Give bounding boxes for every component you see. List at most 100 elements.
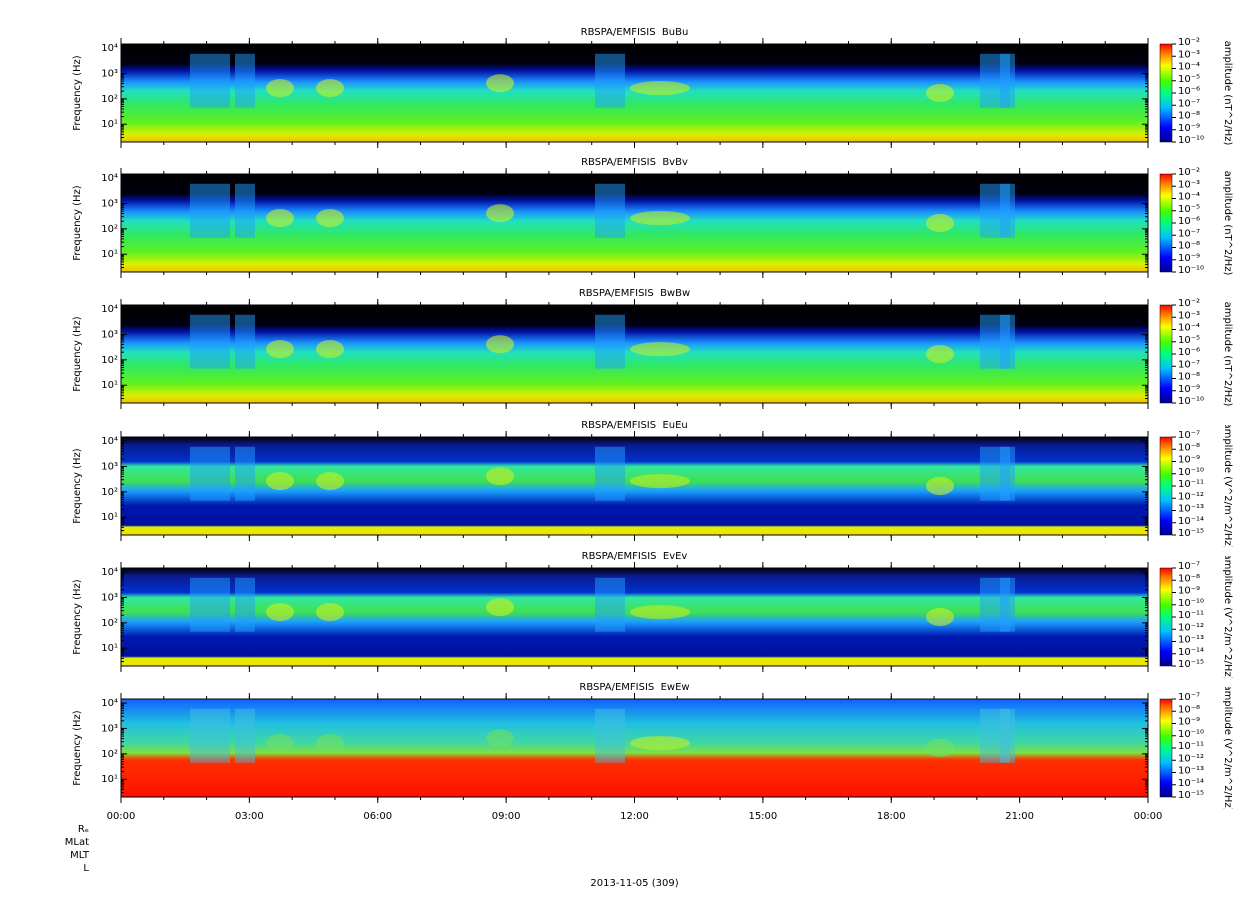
ephemeris-label: MLat xyxy=(65,837,89,848)
y-tick-label: 10³ xyxy=(101,198,118,209)
emission-streak xyxy=(1000,183,1015,238)
colorbar-label: amplitude (nT^2/Hz) xyxy=(1222,171,1233,276)
emission-blob xyxy=(486,467,514,486)
spectrogram-image xyxy=(121,305,1148,403)
colorbar-tick-label: 10⁻¹⁰ xyxy=(1178,598,1204,609)
colorbar-tick-label: 10⁻⁹ xyxy=(1178,455,1200,466)
y-tick-label: 10² xyxy=(101,224,118,235)
spectrogram-image xyxy=(121,699,1148,797)
colorbar-tick-label: 10⁻¹³ xyxy=(1178,504,1204,515)
colorbar-tick-label: 10⁻³ xyxy=(1178,49,1200,60)
colorbar-label: amplitude (nT^2/Hz) xyxy=(1222,302,1233,407)
y-tick-label: 10¹ xyxy=(101,249,118,260)
colorbar-tick-label: 10⁻⁷ xyxy=(1178,98,1200,109)
y-tick-label: 10¹ xyxy=(101,643,118,654)
emission-streak xyxy=(1000,446,1015,501)
colorbar-tick-label: 10⁻⁷ xyxy=(1178,359,1200,370)
chorus-band xyxy=(630,736,690,751)
x-axis-label: 2013-11-05 (309) xyxy=(590,878,678,889)
colorbar-tick-label: 10⁻¹⁴ xyxy=(1178,647,1204,658)
emission-blob xyxy=(316,734,344,753)
ephemeris-label: Rₑ xyxy=(78,824,89,835)
emission-streak xyxy=(190,708,230,763)
chorus-band xyxy=(630,474,690,489)
colorbar-tick-label: 10⁻¹¹ xyxy=(1178,741,1204,752)
y-tick-label: 10¹ xyxy=(101,380,118,391)
x-tick-label: 00:00 xyxy=(107,811,136,822)
emission-blob xyxy=(266,79,294,98)
colorbar-tick-label: 10⁻⁷ xyxy=(1178,228,1200,239)
colorbar-tick-label: 10⁻⁹ xyxy=(1178,384,1200,395)
colorbar xyxy=(1159,304,1173,404)
y-tick-label: 10² xyxy=(101,749,118,760)
emission-blob xyxy=(266,603,294,622)
y-axis-label: Frequency (Hz) xyxy=(72,579,83,655)
colorbar-label: amplitude (nT^2/Hz) xyxy=(1222,41,1233,146)
colorbar-tick-label: 10⁻⁹ xyxy=(1178,253,1200,264)
colorbar-tick-label: 10⁻¹⁰ xyxy=(1178,467,1204,478)
emission-streak xyxy=(235,183,255,238)
emission-blob xyxy=(486,598,514,617)
y-tick-label: 10⁴ xyxy=(101,43,118,54)
colorbar-tick-label: 10⁻⁹ xyxy=(1178,717,1200,728)
x-tick-label: 21:00 xyxy=(1005,811,1034,822)
emission-streak xyxy=(190,446,230,501)
y-tick-label: 10² xyxy=(101,94,118,105)
x-tick-label: 15:00 xyxy=(748,811,777,822)
emission-blob xyxy=(926,608,954,626)
emission-blob xyxy=(316,209,344,228)
x-tick-label: 06:00 xyxy=(363,811,392,822)
colorbar xyxy=(1159,436,1173,536)
colorbar-tick-label: 10⁻⁵ xyxy=(1178,204,1200,215)
colorbar-label-group: amplitude (nT^2/Hz) xyxy=(1222,302,1233,407)
colorbar-tick-label: 10⁻⁴ xyxy=(1178,192,1200,203)
colorbar xyxy=(1159,567,1173,667)
x-tick-label: 12:00 xyxy=(620,811,649,822)
emission-streak xyxy=(235,446,255,501)
panel-title: RBSPA/EMFISIS BuBu xyxy=(581,27,689,38)
colorbar-tick-label: 10⁻⁹ xyxy=(1178,586,1200,597)
colorbar-tick-label: 10⁻² xyxy=(1178,298,1200,309)
spectrogram-image xyxy=(121,174,1148,272)
emission-blob xyxy=(926,739,954,757)
y-axis-label: Frequency (Hz) xyxy=(72,316,83,392)
colorbar-tick-label: 10⁻¹³ xyxy=(1178,635,1204,646)
ephemeris-label: MLT xyxy=(70,850,90,861)
colorbar-tick-label: 10⁻¹¹ xyxy=(1178,479,1204,490)
colorbar-label-group: amplitude (nT^2/Hz) xyxy=(1222,171,1233,276)
panel-title: RBSPA/EMFISIS BwBw xyxy=(579,288,690,299)
y-tick-label: 10¹ xyxy=(101,119,118,130)
y-tick-label: 10⁴ xyxy=(101,436,118,447)
emission-blob xyxy=(266,734,294,753)
spectrogram-band xyxy=(121,568,1148,666)
emission-blob xyxy=(486,729,514,748)
colorbar-tick-label: 10⁻⁸ xyxy=(1178,372,1200,383)
emission-streak xyxy=(190,314,230,369)
spectrogram-band xyxy=(121,174,1148,272)
y-tick-label: 10⁴ xyxy=(101,173,118,184)
panel-title: RBSPA/EMFISIS EuEu xyxy=(581,420,688,431)
colorbar-tick-label: 10⁻¹² xyxy=(1178,622,1204,633)
colorbar-tick-label: 10⁻¹⁴ xyxy=(1178,778,1204,789)
emission-blob xyxy=(266,472,294,491)
emission-blob xyxy=(316,603,344,622)
colorbar-tick-label: 10⁻¹¹ xyxy=(1178,610,1204,621)
colorbar-label-group: amplitude (nT^2/Hz) xyxy=(1222,41,1233,146)
emission-streak xyxy=(1000,53,1015,108)
emission-blob xyxy=(316,79,344,98)
ephemeris-label: L xyxy=(83,863,89,874)
colorbar xyxy=(1159,43,1173,143)
colorbar xyxy=(1159,173,1173,273)
spectrogram-image xyxy=(121,568,1148,666)
emission-streak xyxy=(595,53,625,108)
emission-streak xyxy=(1000,314,1015,369)
chorus-band xyxy=(630,605,690,620)
colorbar-tick-label: 10⁻⁹ xyxy=(1178,123,1200,134)
colorbar-tick-label: 10⁻⁸ xyxy=(1178,573,1200,584)
chorus-band xyxy=(630,81,690,96)
colorbar-label: amplitude (V^2/m^2/Hz) xyxy=(1222,422,1233,549)
spectrogram-band xyxy=(121,437,1148,535)
emission-streak xyxy=(1000,708,1015,763)
colorbar-tick-label: 10⁻⁸ xyxy=(1178,241,1200,252)
